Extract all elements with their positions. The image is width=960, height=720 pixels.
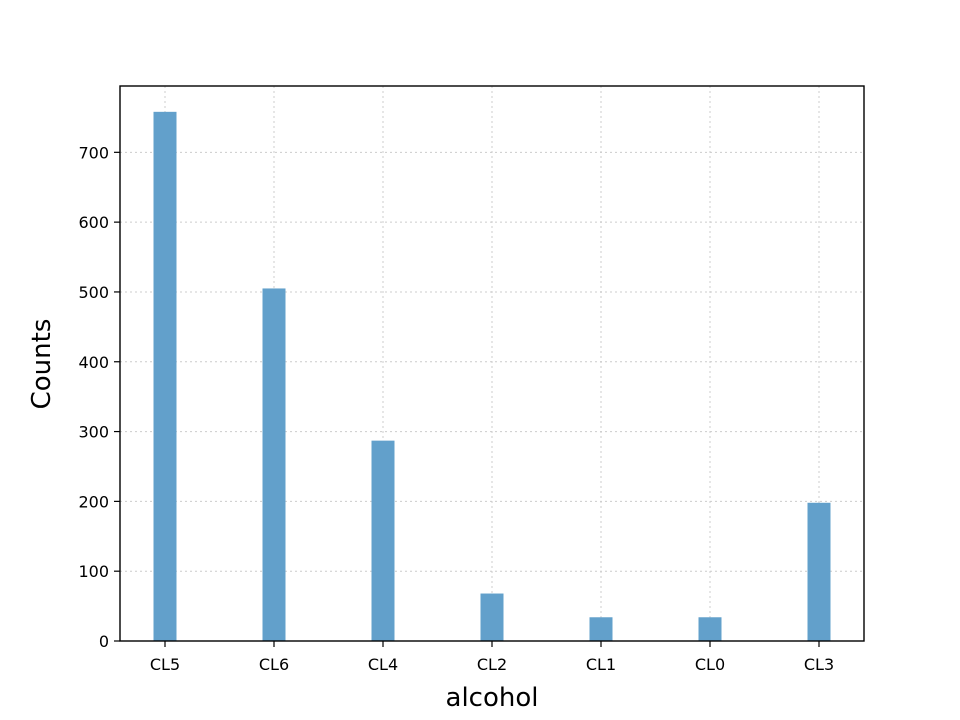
- x-axis-title: alcohol: [446, 683, 539, 713]
- bars: [153, 111, 831, 641]
- bar-cl0: [698, 617, 722, 641]
- grid: [120, 86, 864, 642]
- bar-cl6: [262, 288, 286, 641]
- x-tick-label: CL2: [477, 655, 507, 674]
- y-tick-label: 700: [78, 143, 109, 162]
- y-axis-title: Counts: [27, 319, 57, 410]
- y-tick-label: 0: [99, 632, 109, 651]
- bar-cl4: [371, 440, 395, 641]
- x-tick-label: CL3: [804, 655, 834, 674]
- y-tick-label: 500: [78, 283, 109, 302]
- bar-cl2: [480, 593, 504, 641]
- y-tick-label: 200: [78, 492, 109, 511]
- x-tick-label: CL6: [259, 655, 289, 674]
- bar-cl3: [807, 502, 831, 641]
- bar-cl5: [153, 111, 177, 641]
- y-axis-ticks: 0 100 200 300 400 500 600 700: [78, 143, 120, 651]
- x-tick-label: CL4: [368, 655, 398, 674]
- x-tick-label: CL1: [586, 655, 616, 674]
- y-tick-label: 300: [78, 423, 109, 442]
- y-tick-label: 100: [78, 562, 109, 581]
- y-tick-label: 600: [78, 213, 109, 232]
- y-tick-label: 400: [78, 353, 109, 372]
- x-axis-ticks: CL5 CL6 CL4 CL2 CL1 CL0 CL3: [150, 641, 834, 674]
- x-tick-label: CL5: [150, 655, 180, 674]
- bar-cl1: [589, 617, 613, 641]
- x-tick-label: CL0: [695, 655, 725, 674]
